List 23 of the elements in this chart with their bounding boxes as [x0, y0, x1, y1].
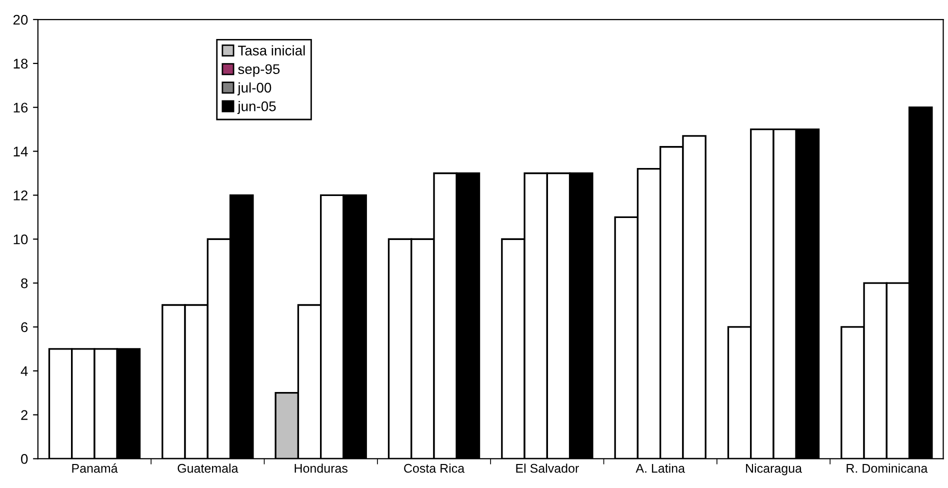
legend-label: jun-05: [237, 101, 276, 114]
y-tick-label: 20: [13, 14, 28, 25]
legend-label: sep-95: [238, 64, 280, 77]
x-tick-label: A. Latina: [636, 464, 686, 473]
legend-label: Tasa inicial: [238, 45, 305, 56]
x-tick-label: Panamá: [72, 463, 118, 473]
x-tick-label: R. Dominicana: [846, 464, 928, 473]
x-tick-label: Honduras: [294, 464, 348, 473]
x-tick-label: Guatemala: [178, 464, 238, 473]
y-tick-label: 18: [14, 58, 28, 69]
x-tick-label: Nicaragua: [746, 464, 802, 476]
y-tick-label: 16: [14, 102, 28, 113]
y-tick-label: 8: [21, 278, 28, 288]
y-tick-label: 0: [21, 454, 28, 464]
y-tick-label: 10: [14, 234, 28, 244]
y-tick-label: 12: [14, 190, 28, 200]
y-tick-label: 2: [21, 410, 28, 420]
y-tick-label: 6: [21, 322, 28, 332]
x-tick-label: Costa Rica: [404, 464, 465, 473]
legend-label: jul-00: [237, 82, 272, 96]
y-tick-label: 14: [14, 146, 28, 156]
x-tick-label: El Salvador: [516, 464, 579, 473]
y-tick-label: 4: [20, 366, 28, 376]
